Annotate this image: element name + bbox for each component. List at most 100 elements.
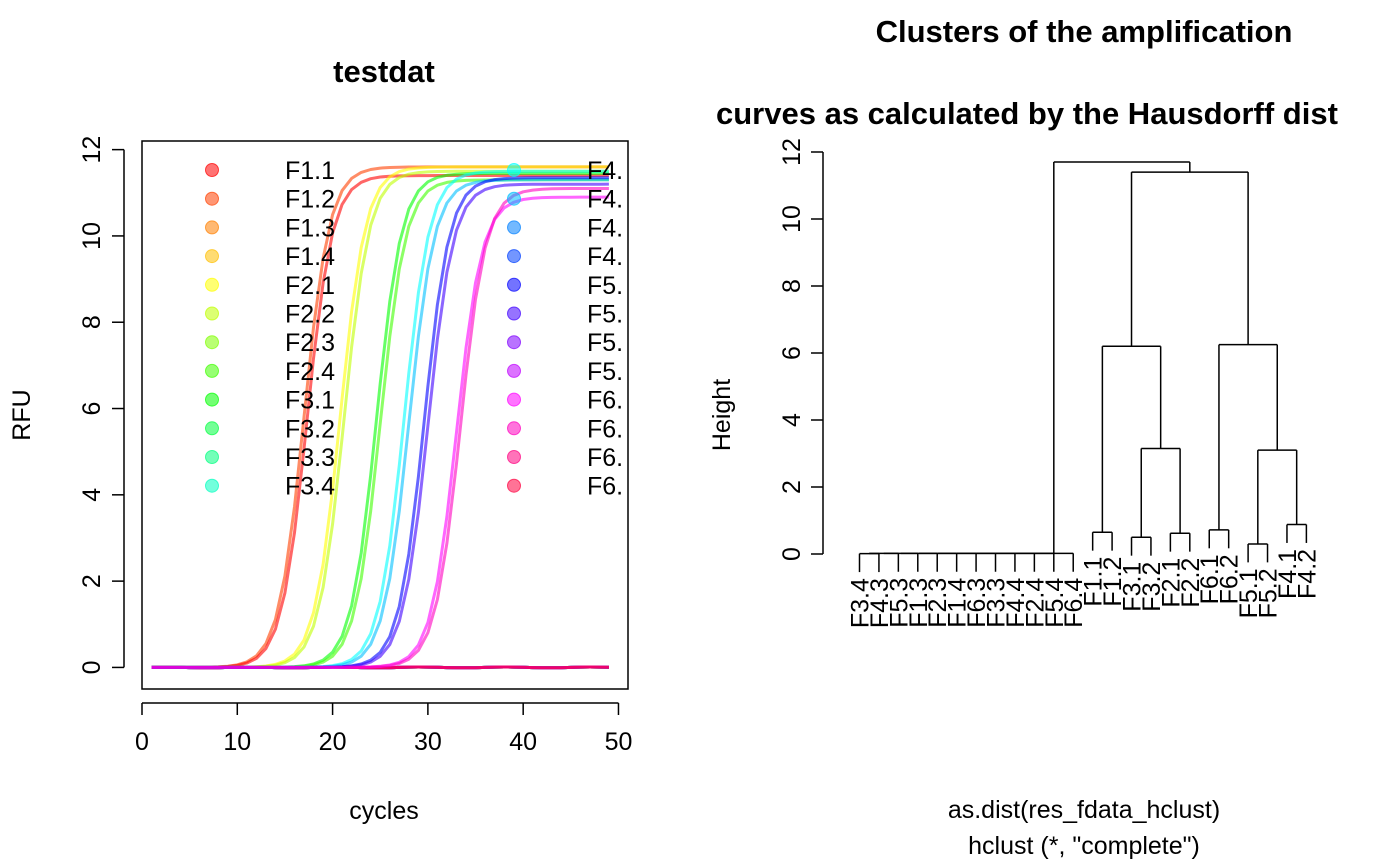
leaf-label: F1.1 xyxy=(1080,557,1108,607)
amplification-curve xyxy=(151,187,609,669)
cluster-dendrogram: Clusters of the amplification curves as … xyxy=(708,14,1338,860)
legend-marker xyxy=(507,335,521,350)
legend-marker xyxy=(205,306,219,321)
height-tick-label: 12 xyxy=(778,138,806,166)
dendrogram-tree xyxy=(858,161,1308,573)
dendrogram-title-line-2: curves as calculated by the Hausdorff di… xyxy=(716,96,1338,131)
dendrogram-xlabel-line-2: hclust (*, "complete") xyxy=(968,832,1200,860)
legend-label: F3.2 xyxy=(285,415,335,443)
leaf-label: F3.2 xyxy=(1138,562,1166,612)
legend-marker xyxy=(507,163,521,177)
legend: F1.1F1.2F1.3F1.4F2.1F2.2F2.3F2.4F3.1F3.2… xyxy=(205,157,623,501)
y-tick-label: 8 xyxy=(78,315,106,329)
legend-label: F3.4 xyxy=(285,473,335,501)
x-tick-label: 40 xyxy=(509,728,537,756)
leaf-label: F3.3 xyxy=(983,578,1011,628)
leaf-label: F6.4 xyxy=(1060,578,1088,628)
amplification-curves-plot: testdat F1.1F1.2F1.3F1.4F2.1F2.2F2.3F2.4… xyxy=(8,54,632,825)
leaf-label: F3.1 xyxy=(1119,562,1147,612)
plot-frame xyxy=(141,140,629,690)
y-axis: 0 2 4 6 8 10 12 xyxy=(78,136,125,674)
legend-marker xyxy=(205,363,219,378)
legend-marker xyxy=(507,277,521,292)
y-tick-label: 10 xyxy=(78,222,106,250)
leaf-label: F1.2 xyxy=(1099,557,1127,607)
legend-marker xyxy=(507,306,521,321)
height-axis: 0 2 4 6 8 10 12 xyxy=(778,138,824,561)
legend-marker xyxy=(507,421,521,436)
leaf-label: F4.2 xyxy=(1293,549,1321,599)
legend-label: F1.3 xyxy=(285,214,335,242)
legend-marker xyxy=(205,277,219,292)
dendrogram-title-line-1: Clusters of the amplification xyxy=(876,14,1293,49)
x-axis: 0 10 20 30 40 50 xyxy=(135,702,633,756)
legend-marker xyxy=(205,392,219,407)
leaf-label: F2.2 xyxy=(1177,558,1205,608)
leaf-label: F6.2 xyxy=(1216,554,1244,604)
x-tick-label: 30 xyxy=(414,728,442,756)
legend-marker xyxy=(507,478,521,493)
x-tick-label: 10 xyxy=(223,728,251,756)
leaf-label: F6.3 xyxy=(963,578,991,628)
dendrogram-xlabel-line-1: as.dist(res_fdata_hclust) xyxy=(948,796,1220,824)
plot-title: testdat xyxy=(333,54,435,89)
leaf-label: F4.3 xyxy=(866,578,894,628)
y-tick-label: 6 xyxy=(78,402,106,416)
y-axis-title: RFU xyxy=(8,389,36,440)
legend-marker xyxy=(507,392,521,407)
curve-series-group xyxy=(151,165,609,670)
height-tick-label: 2 xyxy=(778,480,806,494)
height-tick-label: 8 xyxy=(778,279,806,293)
leaf-label: F4.1 xyxy=(1274,549,1302,599)
legend-marker xyxy=(205,421,219,436)
x-tick-label: 0 xyxy=(135,728,149,756)
legend-marker xyxy=(507,220,521,235)
legend-label: F4. xyxy=(587,214,623,242)
legend-marker xyxy=(205,478,219,493)
legend-label: F3.1 xyxy=(285,387,335,415)
legend-marker xyxy=(205,163,219,177)
legend-label: F1.2 xyxy=(285,186,335,214)
y-tick-label: 4 xyxy=(78,488,106,502)
legend-label: F5. xyxy=(587,301,623,329)
legend-marker xyxy=(205,191,219,206)
x-tick-label: 20 xyxy=(319,728,347,756)
legend-marker xyxy=(205,220,219,235)
x-axis-title: cycles xyxy=(349,797,418,825)
height-tick-label: 4 xyxy=(778,413,806,427)
legend-label: F5. xyxy=(587,272,623,300)
leaf-label: F6.1 xyxy=(1196,554,1224,604)
legend-label: F1.1 xyxy=(285,157,335,185)
legend-marker xyxy=(507,450,521,464)
legend-label: F2.2 xyxy=(285,301,335,329)
leaf-labels: F3.4F4.3F5.3F1.3F2.3F1.4F6.3F3.3F4.4F2.4… xyxy=(847,549,1322,628)
leaf-label: F2.1 xyxy=(1157,558,1185,608)
height-tick-label: 6 xyxy=(778,346,806,360)
legend-label: F5. xyxy=(587,329,623,357)
x-tick-label: 50 xyxy=(605,728,633,756)
legend-label: F6. xyxy=(587,387,623,415)
height-tick-label: 10 xyxy=(778,205,806,233)
legend-marker xyxy=(205,450,219,464)
legend-label: F3.3 xyxy=(285,444,335,472)
leaf-label: F5.4 xyxy=(1041,578,1069,628)
leaf-label: F1.4 xyxy=(944,578,972,628)
legend-label: F5. xyxy=(587,358,623,386)
leaf-label: F5.1 xyxy=(1235,568,1263,618)
legend-label: F6. xyxy=(587,415,623,443)
legend-label: F2.4 xyxy=(285,358,335,386)
legend-label: F6. xyxy=(587,444,623,472)
legend-label: F6. xyxy=(587,473,623,501)
legend-label: F4. xyxy=(587,243,623,271)
legend-marker xyxy=(205,249,219,264)
leaf-label: F5.2 xyxy=(1255,568,1283,618)
legend-label: F4. xyxy=(587,157,623,185)
leaf-label: F5.3 xyxy=(885,578,913,628)
y-tick-label: 2 xyxy=(78,574,106,588)
height-axis-title: Height xyxy=(708,379,736,451)
legend-marker xyxy=(507,363,521,378)
leaf-label: F2.4 xyxy=(1021,578,1049,628)
legend-label: F1.4 xyxy=(285,243,335,271)
y-tick-label: 0 xyxy=(78,660,106,674)
